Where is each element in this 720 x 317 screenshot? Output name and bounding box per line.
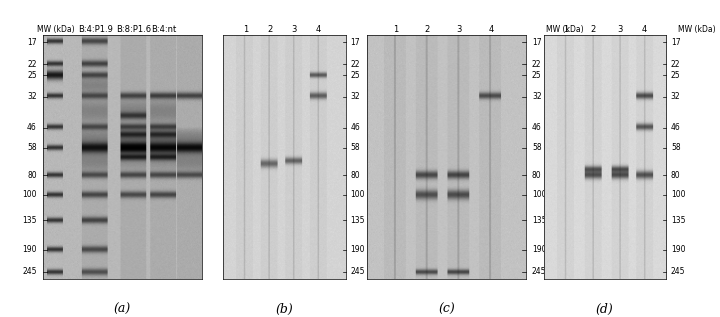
Text: 46: 46 — [671, 123, 680, 132]
Text: 17: 17 — [27, 38, 37, 47]
Text: 80: 80 — [671, 171, 680, 180]
Text: 22: 22 — [351, 60, 360, 69]
Text: 22: 22 — [532, 60, 541, 69]
Text: 190: 190 — [671, 245, 685, 254]
Text: 25: 25 — [671, 71, 680, 80]
Text: 25: 25 — [532, 71, 541, 80]
Text: 80: 80 — [27, 171, 37, 180]
Text: 245: 245 — [22, 267, 37, 276]
Text: MW (kDa): MW (kDa) — [678, 25, 716, 34]
Text: (a): (a) — [114, 303, 131, 316]
Text: 245: 245 — [532, 267, 546, 276]
Text: (b): (b) — [276, 303, 293, 316]
Text: 1: 1 — [243, 25, 248, 34]
Text: 245: 245 — [351, 267, 365, 276]
Text: 4: 4 — [316, 25, 321, 34]
Text: 3: 3 — [617, 25, 622, 34]
Text: 100: 100 — [671, 190, 685, 199]
Text: 32: 32 — [27, 92, 37, 101]
Text: 80: 80 — [532, 171, 541, 180]
Text: 2: 2 — [425, 25, 430, 34]
Text: 100: 100 — [351, 190, 365, 199]
Text: 190: 190 — [532, 245, 546, 254]
Text: 80: 80 — [351, 171, 360, 180]
Text: 135: 135 — [532, 216, 546, 225]
Text: MW (kDa): MW (kDa) — [37, 25, 75, 34]
Text: MW (kDa): MW (kDa) — [546, 25, 584, 34]
Text: 58: 58 — [532, 143, 541, 152]
Text: B:4:nt: B:4:nt — [151, 25, 176, 34]
Text: B:4:P1.9: B:4:P1.9 — [78, 25, 113, 34]
Text: 25: 25 — [27, 71, 37, 80]
Text: 3: 3 — [292, 25, 297, 34]
Text: 22: 22 — [671, 60, 680, 69]
Text: 1: 1 — [393, 25, 398, 34]
Text: 22: 22 — [27, 60, 37, 69]
Text: 58: 58 — [27, 143, 37, 152]
Text: 46: 46 — [532, 123, 541, 132]
Text: 32: 32 — [532, 92, 541, 101]
Text: 25: 25 — [351, 71, 360, 80]
Text: 135: 135 — [22, 216, 37, 225]
Text: 2: 2 — [267, 25, 272, 34]
Text: 17: 17 — [532, 38, 541, 47]
Text: 190: 190 — [351, 245, 365, 254]
Text: 2: 2 — [590, 25, 595, 34]
Text: 190: 190 — [22, 245, 37, 254]
Text: 100: 100 — [22, 190, 37, 199]
Text: 17: 17 — [671, 38, 680, 47]
Text: 17: 17 — [351, 38, 360, 47]
Text: 135: 135 — [671, 216, 685, 225]
Text: 32: 32 — [671, 92, 680, 101]
Text: 100: 100 — [532, 190, 546, 199]
Text: 4: 4 — [488, 25, 493, 34]
Text: 135: 135 — [351, 216, 365, 225]
Text: (d): (d) — [596, 303, 613, 316]
Text: 58: 58 — [671, 143, 680, 152]
Text: 1: 1 — [563, 25, 568, 34]
Text: 4: 4 — [642, 25, 647, 34]
Text: 245: 245 — [671, 267, 685, 276]
Text: 46: 46 — [351, 123, 360, 132]
Text: 32: 32 — [351, 92, 360, 101]
Text: 3: 3 — [456, 25, 462, 34]
Text: 58: 58 — [351, 143, 360, 152]
Text: (c): (c) — [438, 303, 455, 316]
Text: 46: 46 — [27, 123, 37, 132]
Text: B:8:P1.6: B:8:P1.6 — [116, 25, 151, 34]
